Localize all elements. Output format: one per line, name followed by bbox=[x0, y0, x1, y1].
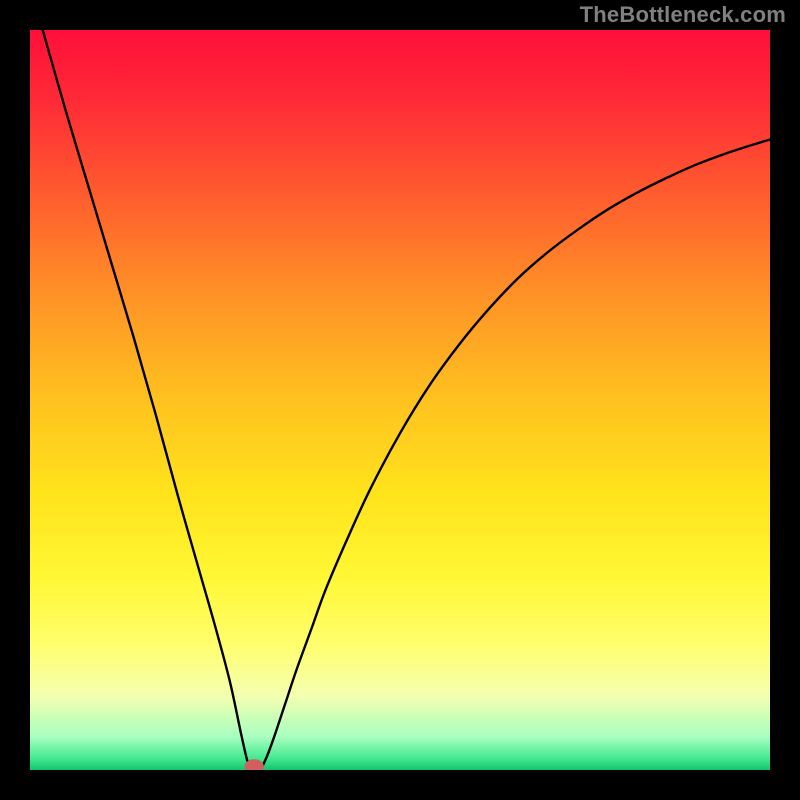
gradient-background bbox=[30, 30, 770, 770]
watermark-text: TheBottleneck.com bbox=[580, 2, 786, 28]
bottleneck-chart bbox=[0, 0, 800, 800]
